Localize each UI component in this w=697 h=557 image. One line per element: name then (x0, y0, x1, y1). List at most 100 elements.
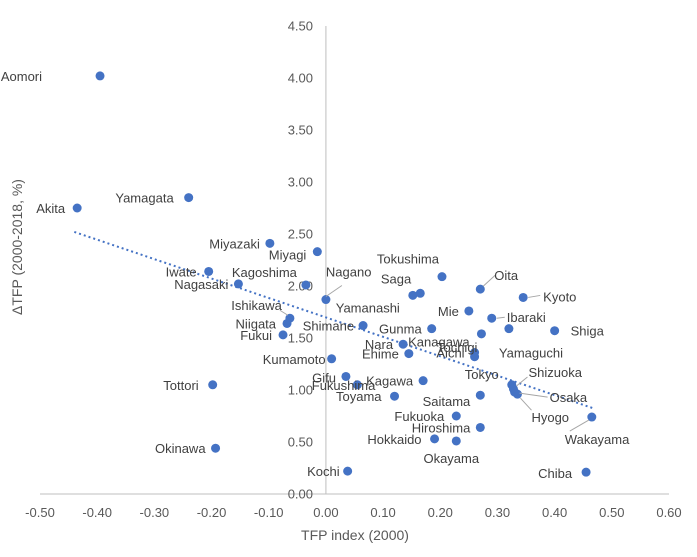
data-point (464, 306, 474, 316)
data-label: Aichi (436, 346, 464, 361)
data-point (321, 295, 331, 305)
data-point (451, 436, 461, 446)
leader-line (528, 294, 541, 298)
data-label: Akita (36, 201, 66, 216)
data-label: Fukushima (312, 378, 376, 393)
data-point (404, 349, 414, 359)
data-label: Yamaguchi (499, 346, 563, 361)
trendline-group (73, 230, 595, 410)
data-label: Oita (494, 268, 519, 283)
y-tick-label: 4.50 (288, 19, 313, 34)
data-label: Saga (381, 271, 412, 286)
point-labels-group: Aomori Yamagata Akita Miyazaki Miyagi Iwate Ka… (1, 69, 630, 481)
data-point (343, 466, 353, 476)
data-label: Hokkaido (367, 432, 421, 447)
data-point (282, 318, 292, 328)
data-label: Shizuoka (528, 365, 582, 380)
data-point (476, 329, 486, 339)
data-point (390, 391, 400, 401)
data-point (470, 352, 480, 362)
x-tick-label: 0.20 (428, 505, 453, 520)
data-label: Chiba (538, 466, 573, 481)
data-label: Kagoshima (232, 265, 298, 280)
x-axis-title: TFP index (2000) (301, 527, 409, 543)
data-label: Yamagata (115, 191, 174, 206)
y-tick-label: 0.50 (288, 435, 313, 450)
data-point (233, 279, 243, 289)
data-point (312, 247, 322, 257)
data-point (581, 467, 591, 477)
data-label: Ibaraki (507, 310, 546, 325)
y-axis-title: ΔTFP (2000-2018, %) (9, 179, 25, 315)
data-point (475, 422, 485, 432)
data-point (430, 434, 440, 444)
y-tick-label: 3.50 (288, 123, 313, 138)
data-point (415, 288, 425, 298)
data-label: Tochigi (437, 340, 478, 355)
data-point (327, 354, 337, 364)
data-point (475, 284, 485, 294)
axes: -0.50 -0.40 -0.30 -0.20 -0.10 0.00 0.10 0.20 0.3… (25, 19, 681, 521)
data-label: Miyazaki (209, 236, 260, 251)
leader-line (482, 274, 496, 287)
data-label: Okinawa (155, 441, 206, 456)
data-point (587, 412, 597, 422)
data-point (278, 330, 288, 340)
data-label: Ehime (362, 347, 399, 362)
data-label: Aomori (1, 69, 42, 84)
leader-line (520, 397, 532, 411)
x-tick-label: 0.50 (599, 505, 624, 520)
data-label: Hyogo (531, 410, 569, 425)
leader-line (279, 309, 289, 316)
x-tick-label: 0.30 (485, 505, 510, 520)
data-point (451, 411, 461, 421)
data-point (512, 389, 522, 399)
data-label: Miyagi (269, 248, 307, 263)
data-point (418, 376, 428, 386)
data-label: Kyoto (543, 289, 576, 304)
data-label: Hiroshima (412, 420, 471, 435)
y-tick-label: 2.50 (288, 227, 313, 242)
data-point (265, 238, 275, 248)
data-label: Osaka (550, 390, 588, 405)
data-point (518, 292, 528, 302)
data-point (184, 193, 194, 203)
data-label: Mie (438, 304, 459, 319)
data-label: Tokyo (465, 367, 499, 382)
data-point (358, 321, 368, 331)
data-point (204, 266, 214, 276)
data-label: Tottori (163, 378, 199, 393)
x-tick-label: 0.10 (370, 505, 395, 520)
data-point (504, 324, 514, 334)
data-label: Toyama (336, 389, 382, 404)
data-label: Iwate (166, 264, 197, 279)
data-label: Okayama (423, 451, 479, 466)
data-point (398, 339, 408, 349)
data-label: Nara (365, 337, 394, 352)
data-point (341, 371, 351, 381)
data-label: Niigata (236, 316, 277, 331)
x-tick-label: -0.10 (254, 505, 284, 520)
data-point (487, 313, 497, 323)
data-label: Saitama (423, 394, 471, 409)
data-label: Fukuoka (394, 409, 445, 424)
data-label: Wakayama (565, 432, 630, 447)
leader-line (325, 285, 343, 297)
data-point (72, 203, 82, 213)
data-label: Tokushima (377, 252, 440, 267)
data-label: Yamanashi (336, 300, 400, 315)
y-tick-label: 1.50 (288, 331, 313, 346)
x-tick-label: -0.30 (140, 505, 170, 520)
data-label: Gifu (312, 370, 336, 385)
x-tick-label: -0.20 (197, 505, 227, 520)
data-label: Fukui (240, 328, 272, 343)
leader-line (569, 419, 590, 432)
x-tick-label: 0.60 (656, 505, 681, 520)
x-tick-label: -0.40 (82, 505, 112, 520)
y-tick-label: 3.00 (288, 175, 313, 190)
y-tick-label: 4.00 (288, 71, 313, 86)
data-point (211, 443, 221, 453)
data-label: Shiga (571, 324, 605, 339)
data-label: Kumamoto (263, 352, 326, 367)
data-point (408, 290, 418, 300)
